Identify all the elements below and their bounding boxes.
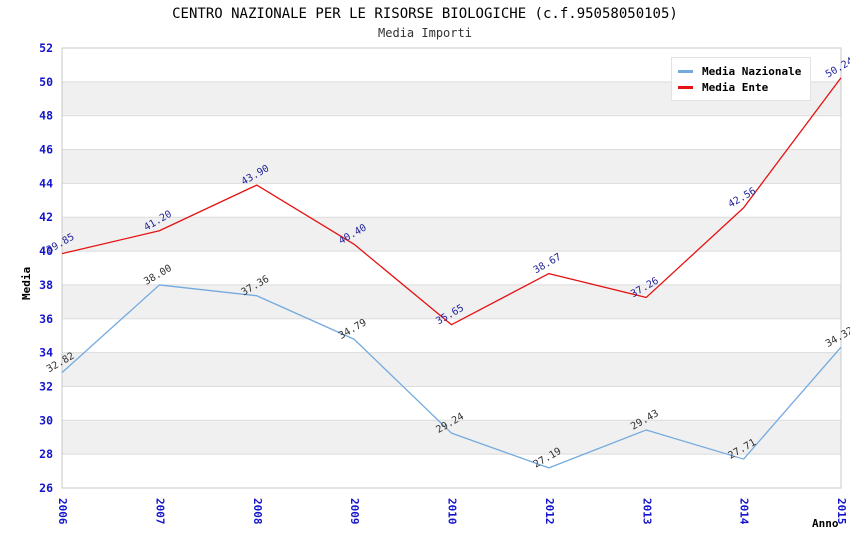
y-tick-label: 26 <box>39 481 53 495</box>
x-tick-label: 2007 <box>153 498 166 525</box>
legend-item-label: Media Ente <box>702 80 769 94</box>
y-tick-label: 44 <box>39 176 53 190</box>
x-tick-label: 2009 <box>348 498 361 525</box>
x-axis-title: Anno <box>812 517 839 530</box>
series-line <box>61 284 842 469</box>
x-tick-label: 2014 <box>738 498 751 525</box>
y-tick-label: 52 <box>39 41 53 55</box>
media-ente-line-swatch <box>678 85 693 89</box>
y-tick-label: 50 <box>39 75 53 89</box>
x-tick-label: 2012 <box>543 498 556 525</box>
x-tick-label: 2008 <box>251 498 264 525</box>
legend-item: Media Nazionale <box>678 63 804 79</box>
x-tick-label: 2006 <box>56 498 69 525</box>
y-axis-title: Media <box>20 266 33 300</box>
media-nazionale-line-swatch <box>678 69 693 73</box>
data-point-label: 42.56 <box>727 186 759 211</box>
legend-item-label: Media Nazionale <box>702 64 802 78</box>
y-tick-label: 42 <box>39 210 53 224</box>
y-tick-label: 36 <box>39 312 53 326</box>
data-point-label: 38.00 <box>142 263 174 288</box>
y-tick-label: 46 <box>39 143 53 157</box>
x-tick-label: 2013 <box>640 498 653 525</box>
y-tick-label: 30 <box>39 413 53 427</box>
plot-band <box>62 284 841 319</box>
y-tick-label: 28 <box>39 447 53 461</box>
y-tick-label: 34 <box>39 346 53 360</box>
chart-subtitle: Media Importi <box>378 26 472 40</box>
data-point-label: 38.67 <box>532 252 564 277</box>
x-tick-label: 2015 <box>835 498 848 525</box>
page-title: CENTRO NAZIONALE PER LE RISORSE BIOLOGIC… <box>172 6 678 22</box>
y-tick-label: 48 <box>39 109 53 123</box>
plot-band <box>62 149 841 184</box>
legend-item: Media Ente <box>678 79 804 95</box>
data-point-label: 34.32 <box>824 325 850 350</box>
y-tick-label: 32 <box>39 379 53 393</box>
data-point-label: 50.24 <box>824 56 850 81</box>
legend: Media Nazionale Media Ente <box>671 57 811 101</box>
x-tick-label: 2010 <box>446 498 459 525</box>
series-line <box>61 77 842 326</box>
plot-band <box>62 217 841 252</box>
y-tick-label: 40 <box>39 244 53 258</box>
plot-band <box>62 420 841 455</box>
plot-band <box>62 352 841 387</box>
plot-frame <box>61 47 842 489</box>
y-tick-label: 38 <box>39 278 53 292</box>
